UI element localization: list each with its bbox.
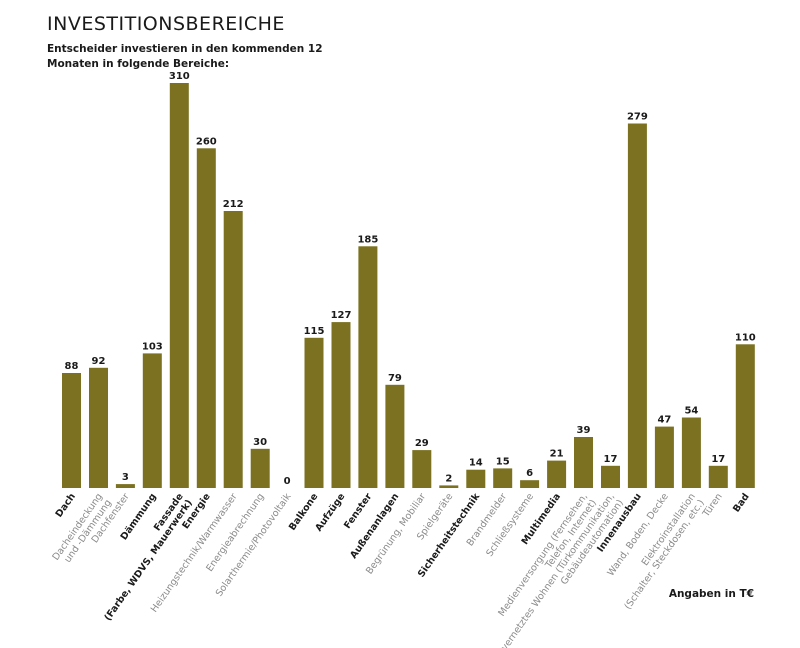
bar-value-label: 30 <box>253 437 267 448</box>
bar <box>439 485 459 488</box>
bar <box>115 484 135 488</box>
category-label: Außenanlagen <box>348 491 401 561</box>
bar-value-label: 110 <box>735 332 756 343</box>
bar-value-label: 260 <box>196 136 217 147</box>
value-labels-group: 88 92 3 103 310 260 212 30 0 115 127 185 79 29 2 14 15 6 2… <box>65 71 756 487</box>
bar <box>89 367 108 488</box>
bar <box>601 465 620 488</box>
chart-title: INVESTITIONSBEREICHE <box>47 13 285 35</box>
bar-value-label: 79 <box>388 373 402 384</box>
bar-value-label: 127 <box>331 310 352 321</box>
bar <box>735 344 755 488</box>
bar <box>520 480 540 488</box>
bar <box>304 337 324 488</box>
chart-subtitle: Entscheider investieren in den kommenden… <box>47 43 323 70</box>
category-label: Bad <box>731 491 752 514</box>
bar <box>412 450 432 488</box>
bar <box>466 469 486 488</box>
bar <box>142 353 162 488</box>
bar-value-label: 29 <box>415 438 429 449</box>
category-label: Dach <box>54 491 78 519</box>
bar-value-label: 115 <box>304 326 325 337</box>
bar-value-label: 21 <box>550 449 564 460</box>
bar-value-label: 185 <box>357 234 378 245</box>
bar-value-label: 39 <box>577 425 591 436</box>
bar-value-label: 47 <box>657 415 671 426</box>
unit-note: Angaben in T€ <box>668 588 754 600</box>
bar-value-label: 15 <box>496 456 510 467</box>
bar <box>358 246 378 488</box>
bar-value-label: 17 <box>711 454 725 465</box>
bar <box>627 123 647 488</box>
bar <box>547 460 567 488</box>
bar <box>708 465 728 488</box>
bar <box>62 373 81 488</box>
bars-group <box>62 83 755 489</box>
bar-value-label: 14 <box>469 458 483 469</box>
bar <box>196 148 216 489</box>
bar-value-label: 2 <box>445 473 452 484</box>
bar-value-label: 54 <box>684 406 698 417</box>
bar <box>331 322 351 488</box>
bar-value-label: 279 <box>627 112 648 123</box>
bar <box>654 426 674 488</box>
bar-value-label: 310 <box>169 71 190 82</box>
bar-value-label: 17 <box>604 454 618 465</box>
bar <box>223 211 243 488</box>
bar-value-label: 103 <box>142 341 163 352</box>
bar <box>493 468 513 488</box>
bar-value-label: 3 <box>122 472 129 483</box>
bar-value-label: 88 <box>65 361 79 372</box>
bar <box>574 437 593 488</box>
bar-value-label: 212 <box>223 199 244 210</box>
bar <box>681 417 701 488</box>
bar <box>250 448 270 488</box>
bar <box>169 83 189 488</box>
bar-value-label: 0 <box>284 476 291 487</box>
bar-value-label: 6 <box>526 468 533 479</box>
bar <box>385 384 405 488</box>
bar-value-label: 92 <box>92 356 106 367</box>
